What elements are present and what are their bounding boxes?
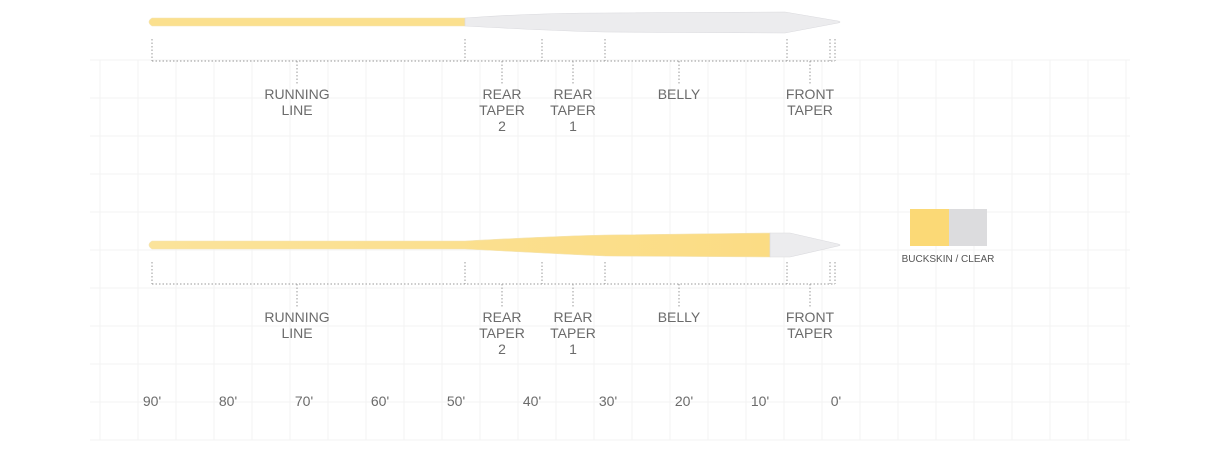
section-label-line: TAPER: [479, 325, 525, 341]
legend-swatch-buckskin: [910, 209, 949, 246]
section-label-line: TAPER: [787, 325, 833, 341]
axis-label: 70': [295, 393, 313, 409]
section-label: REAR TAPER 2: [479, 309, 525, 357]
axis-label: 20': [675, 393, 693, 409]
section-label-line: FRONT: [786, 86, 835, 102]
head: [464, 11, 841, 34]
section-label-line: LINE: [281, 102, 312, 118]
section-label-line: 2: [498, 118, 506, 134]
section-label: FRONT TAPER: [786, 86, 835, 118]
section-label-line: REAR: [554, 86, 593, 102]
axis-label: 10': [751, 393, 769, 409]
section-label-line: BELLY: [658, 309, 701, 325]
axis-label: 50': [447, 393, 465, 409]
fly-line-1: [148, 11, 841, 34]
clear-tip: [769, 232, 841, 258]
section-label-line: TAPER: [550, 325, 596, 341]
section-label-line: REAR: [483, 309, 522, 325]
section-label: REAR TAPER 1: [550, 86, 596, 134]
axis-label: 30': [599, 393, 617, 409]
axis-label: 40': [523, 393, 541, 409]
section-label: BELLY: [658, 309, 701, 325]
section-label: BELLY: [658, 86, 701, 102]
axis-label: 80': [219, 393, 237, 409]
section-label-line: RUNNING: [264, 309, 329, 325]
section-label-line: TAPER: [550, 102, 596, 118]
section-label-line: FRONT: [786, 309, 835, 325]
legend-swatch-clear: [949, 209, 987, 246]
section-label: RUNNING LINE: [264, 86, 329, 118]
axis-label: 60': [371, 393, 389, 409]
section-label: REAR TAPER 2: [479, 86, 525, 134]
section-label-line: BELLY: [658, 86, 701, 102]
body: [148, 232, 771, 258]
section-label-line: 1: [569, 341, 577, 357]
legend: BUCKSKIN / CLEAR: [902, 209, 995, 265]
running-line: [148, 17, 466, 27]
section-label-line: TAPER: [787, 102, 833, 118]
legend-label: BUCKSKIN / CLEAR: [902, 254, 995, 265]
section-label-line: 1: [569, 118, 577, 134]
section-label-line: RUNNING: [264, 86, 329, 102]
section-label-line: REAR: [483, 86, 522, 102]
section-label: RUNNING LINE: [264, 309, 329, 341]
section-label-line: TAPER: [479, 102, 525, 118]
section-label-line: LINE: [281, 325, 312, 341]
axis-label: 90': [143, 393, 161, 409]
section-label: REAR TAPER 1: [550, 309, 596, 357]
section-label-line: 2: [498, 341, 506, 357]
section-label: FRONT TAPER: [786, 309, 835, 341]
section-label-line: REAR: [554, 309, 593, 325]
fly-line-2: [148, 232, 841, 258]
axis-label: 0': [831, 393, 841, 409]
